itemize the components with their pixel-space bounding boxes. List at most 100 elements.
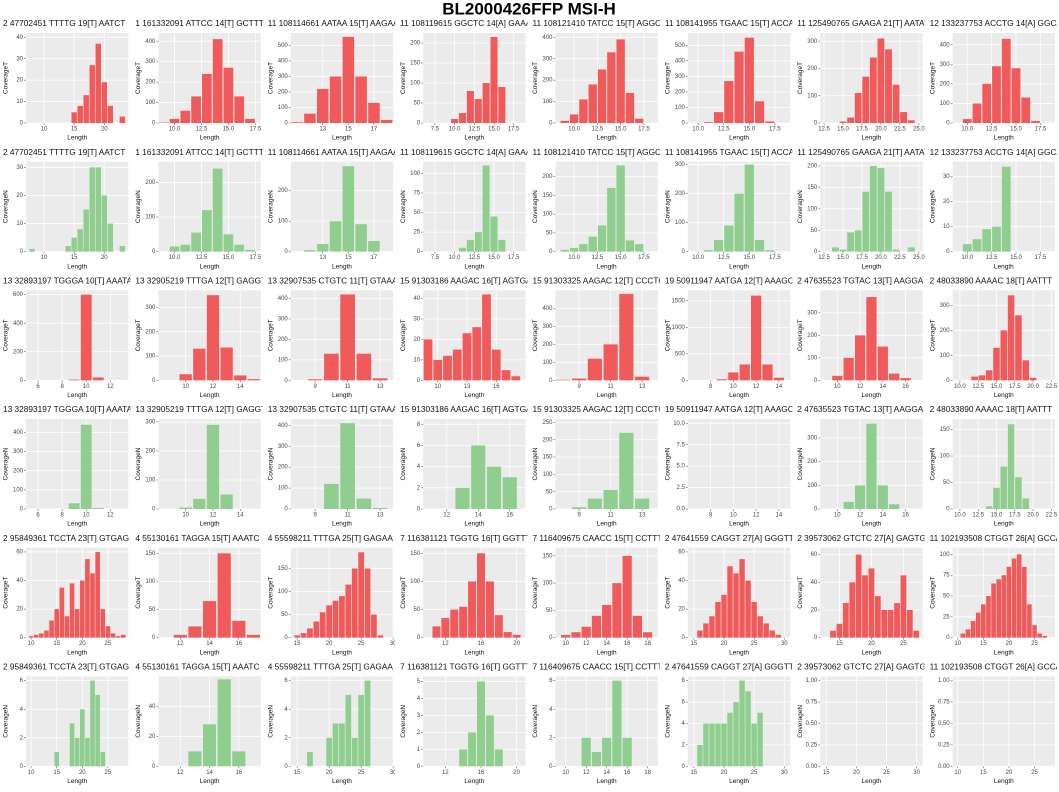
plot-background [687,547,791,638]
x-axis-label: Length [200,392,220,399]
y-tick-label: 6 [20,678,24,684]
y-tick-label: 50 [546,608,553,614]
x-tick-label: 10 [434,384,441,390]
bar [355,224,367,252]
x-tick-label: 20 [101,255,108,261]
x-tick-label: 13 [464,384,471,390]
x-axis-label: Length [200,135,220,142]
bar [217,679,231,767]
y-tick-label: 0 [152,121,156,127]
x-tick-label: 15.0 [743,255,755,261]
y-tick-label: 0 [682,764,686,770]
panel-title: 15 91303325 AAGAC 12[T] CCCTC [533,404,665,414]
x-tick-label: 16 [478,770,485,776]
x-tick-label: 17.5 [638,255,650,261]
x-tick-label: 15 [345,127,352,133]
bar [847,232,854,252]
bar [616,39,625,123]
bar [358,552,365,638]
bar [180,110,191,123]
bar [721,594,727,638]
x-tick-label: 10 [954,770,961,776]
y-axis-label: CoverageT [532,577,539,609]
bar [854,230,862,252]
bar [491,349,501,381]
bar [485,715,494,767]
bar [985,506,993,509]
x-tick-label: 16 [624,770,631,776]
bar [579,99,588,123]
y-tick-label: 2 [682,742,686,748]
bar [245,118,255,123]
y-tick-label: 150 [410,61,421,67]
panel: 11 108114661 AATAA 15[T] AAGAA 0 100 200 300… [267,20,395,142]
x-tick-label: 10 [730,384,737,390]
bar [433,359,443,381]
x-tick-label: 12 [583,770,590,776]
x-axis-label: Length [332,135,352,142]
bar [234,96,245,123]
y-tick-label: 100 [278,357,289,363]
bar [245,249,255,252]
y-axis-label: CoverageT [267,319,274,351]
bar [985,370,993,381]
bar [482,83,490,123]
bar [65,246,71,252]
x-tick-label: 12 [177,770,184,776]
bar [635,498,650,509]
x-tick-label: 12 [177,641,184,647]
x-tick-label: 12 [753,384,760,390]
y-axis-label: CoverageN [532,705,539,738]
bar [358,694,365,767]
y-tick-label: 0 [682,121,686,127]
y-tick-label: 400 [675,59,686,65]
bar [100,609,106,638]
y-tick-label: 0 [284,635,288,641]
y-tick-label: 40 [811,580,818,586]
panel-title: 4 55598211 TTTGA 25[T] GAGAA [268,533,394,543]
y-tick-label: 0 [549,121,553,127]
y-tick-label: 250 [542,420,553,426]
panel: 11 108114661 AATAA 15[T] AAGAA 0 100 200 13 1… [267,149,395,271]
y-axis-label: CoverageN [532,190,539,223]
y-tick-label: 2 [20,735,24,741]
panel-title: 2 39573062 GTCTC 27[A] GAGTG [797,662,926,672]
panel-title: 2 47702451 TTTTG 19[T] AATCT [3,18,125,28]
panel: 2 39573062 GTCTC 27[A] GAGTG 0.00 0.25 0.50… [797,662,926,785]
bar [839,249,847,252]
bar [889,504,900,509]
x-axis-label: Length [729,521,749,528]
bar [744,37,754,123]
bar [881,609,888,638]
bar [345,694,352,767]
x-tick-label: 14 [776,384,783,390]
x-axis-label: Length [994,649,1014,656]
panel: 4 55598211 TTTGA 25[T] GAGAA 0 2 4 6 15 20 25 30… [267,663,395,785]
y-tick-label: 0 [417,507,421,513]
x-tick-label: 30 [913,770,920,776]
bar [843,357,854,381]
x-tick-label: 10 [834,513,841,519]
x-tick-label: 15.0 [488,255,500,261]
y-tick-label: 20 [811,608,818,614]
bar [892,84,900,123]
bar [246,634,261,638]
bar [769,630,775,638]
bar [832,375,843,381]
y-axis-label: CoverageT [797,577,804,609]
bar [169,118,180,123]
y-tick-label: 25 [413,230,420,236]
bar [193,498,206,509]
bar [830,630,836,638]
bar [619,432,634,509]
bar [762,364,773,381]
bar [982,83,992,123]
bar [560,120,569,123]
y-axis-label: CoverageN [135,447,142,480]
y-axis-label: CoverageT [135,577,142,609]
y-tick-label: 0 [417,635,421,641]
bar [85,737,90,767]
bar [900,378,911,381]
bar [71,237,77,252]
bar [622,737,632,767]
